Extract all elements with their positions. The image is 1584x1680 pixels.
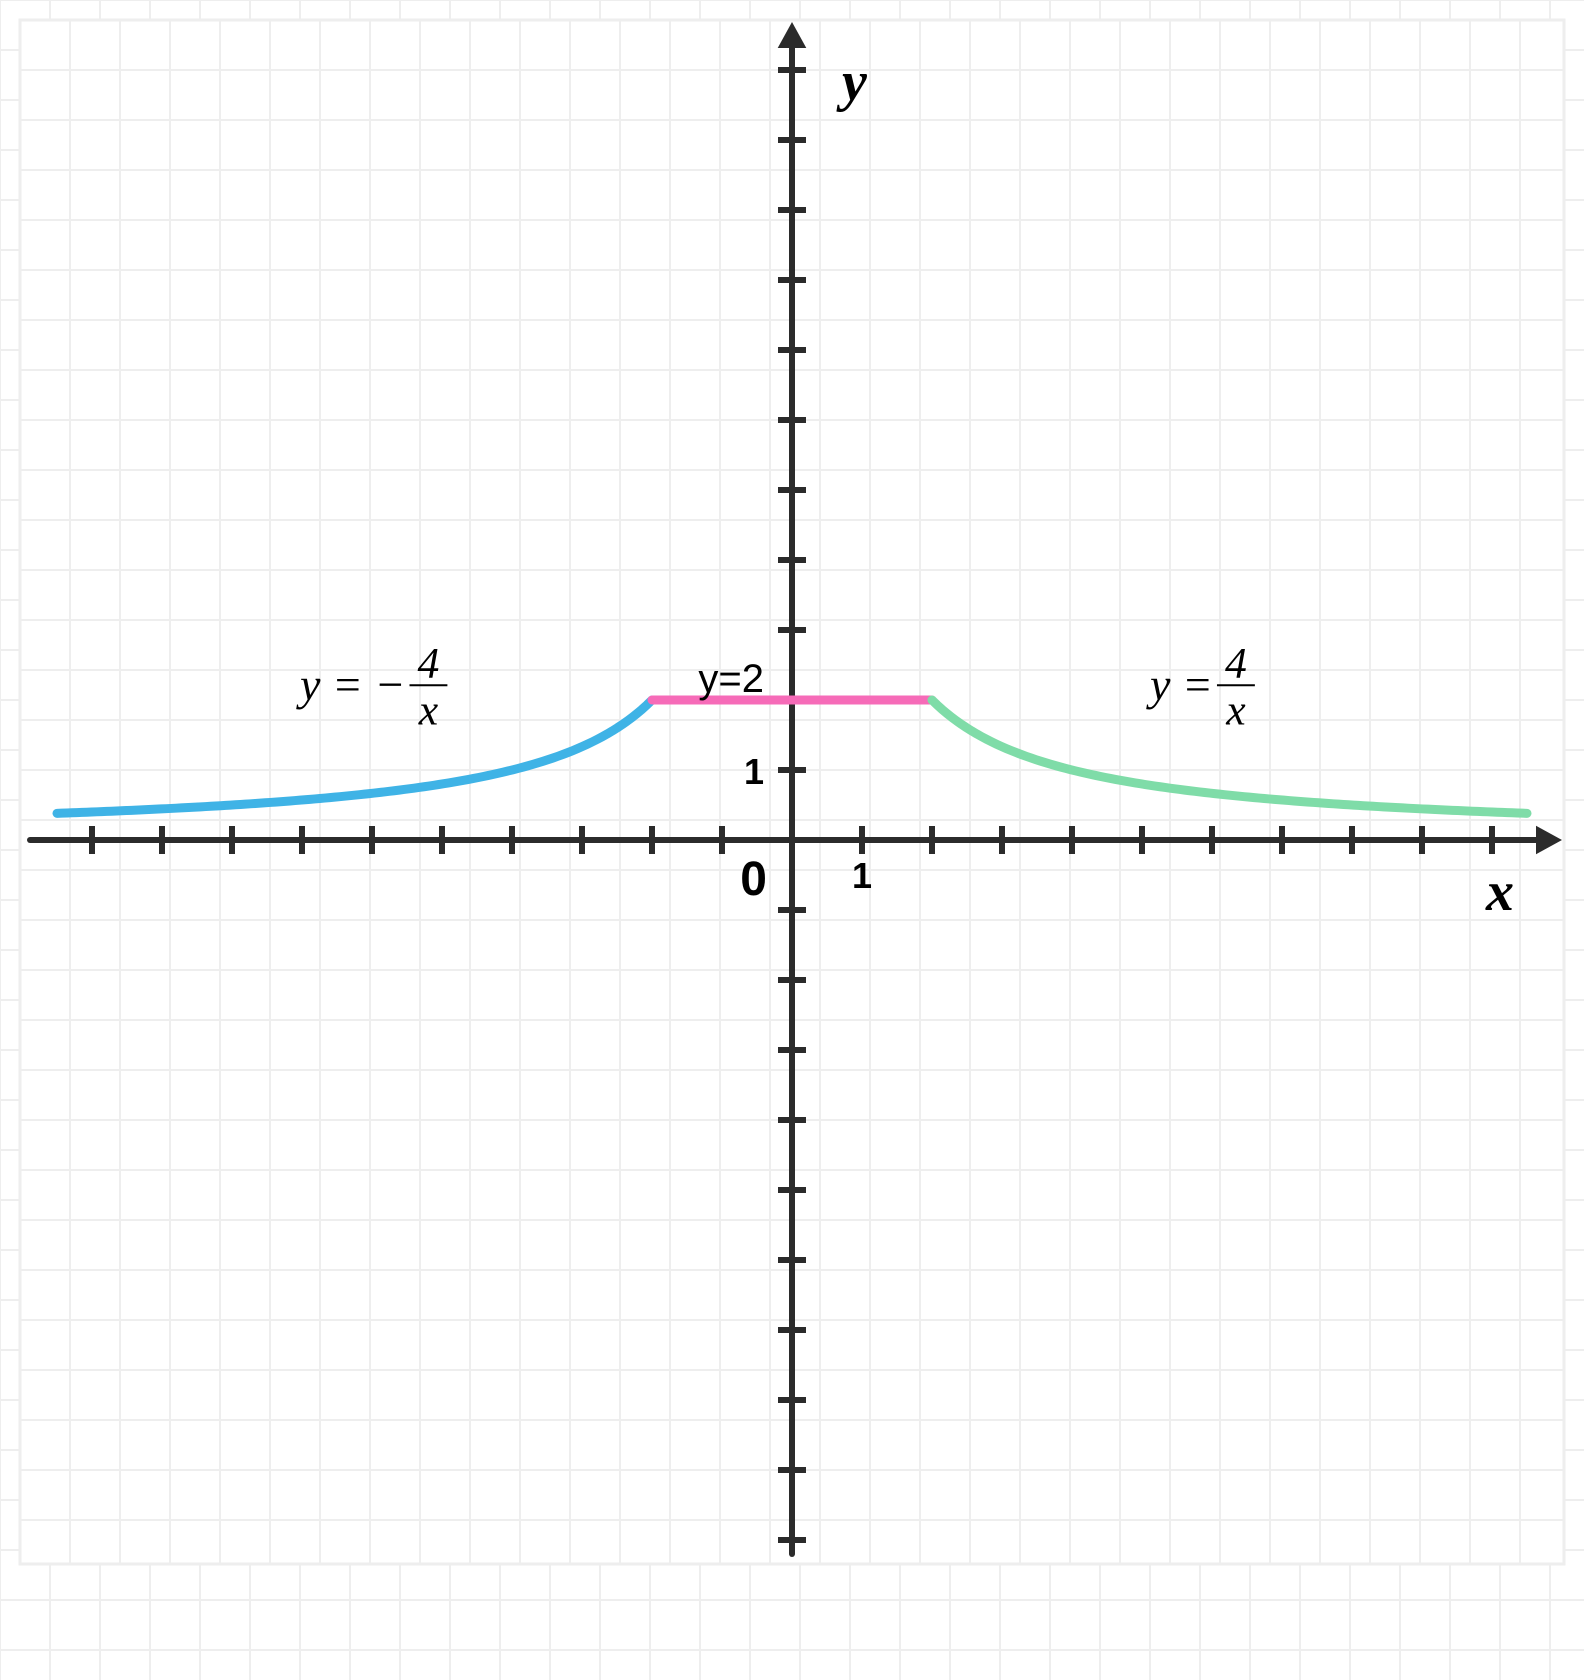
y-equals-2-label: y=2 [698, 657, 764, 701]
math-plot: yx011y=2y = −4xy = 4x [0, 0, 1584, 1680]
svg-text:x: x [418, 686, 439, 734]
x-tick-1-label: 1 [852, 855, 872, 896]
y-tick-1-label: 1 [744, 751, 764, 792]
svg-text:y = −: y = − [296, 659, 406, 710]
origin-label: 0 [740, 853, 767, 906]
plot-svg: yx011y=2y = −4xy = 4x [0, 0, 1584, 1680]
x-axis-label: x [1485, 861, 1514, 923]
svg-text:y =: y = [1146, 659, 1213, 710]
svg-text:4: 4 [418, 639, 440, 687]
svg-text:x: x [1225, 686, 1246, 734]
svg-text:4: 4 [1225, 639, 1247, 687]
